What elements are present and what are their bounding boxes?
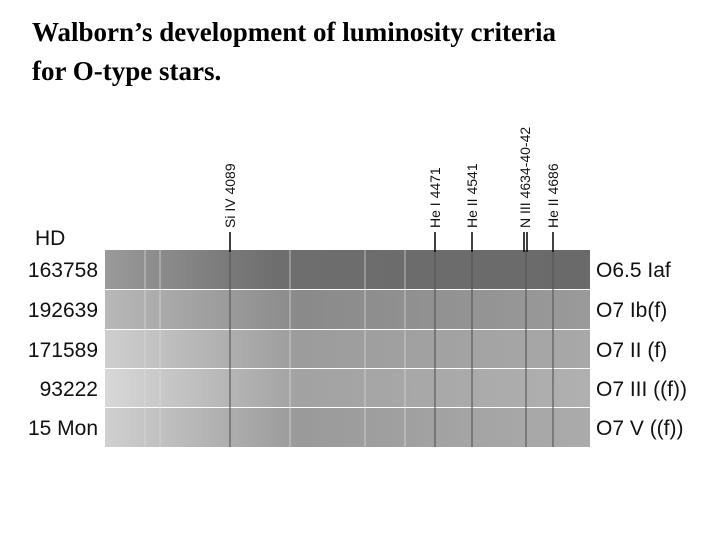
column-header: HD xyxy=(35,227,65,250)
line-label: He I 4471 xyxy=(427,167,443,228)
spectra-plate xyxy=(105,250,590,447)
line-label: N III 4634-40-42 xyxy=(517,127,533,228)
spectral-type: O7 II (f) xyxy=(596,339,667,362)
star-name: 192639 xyxy=(28,299,98,322)
line-label: He II 4541 xyxy=(464,163,480,228)
star-name: 171589 xyxy=(28,339,98,362)
star-name: 163758 xyxy=(28,259,98,282)
line-label: Si IV 4089 xyxy=(222,163,238,228)
title-line: for O-type stars. xyxy=(32,56,221,86)
star-name: 15 Mon xyxy=(28,417,98,440)
line-label: He II 4686 xyxy=(545,163,561,228)
spectral-type: O7 III ((f)) xyxy=(596,378,687,401)
spectral-type: O7 Ib(f) xyxy=(596,299,667,322)
spectral-type: O7 V ((f)) xyxy=(596,417,684,440)
star-name: 93222 xyxy=(40,378,98,401)
spectral-type: O6.5 Iaf xyxy=(596,259,671,282)
title-line: Walborn’s development of luminosity crit… xyxy=(32,17,556,47)
